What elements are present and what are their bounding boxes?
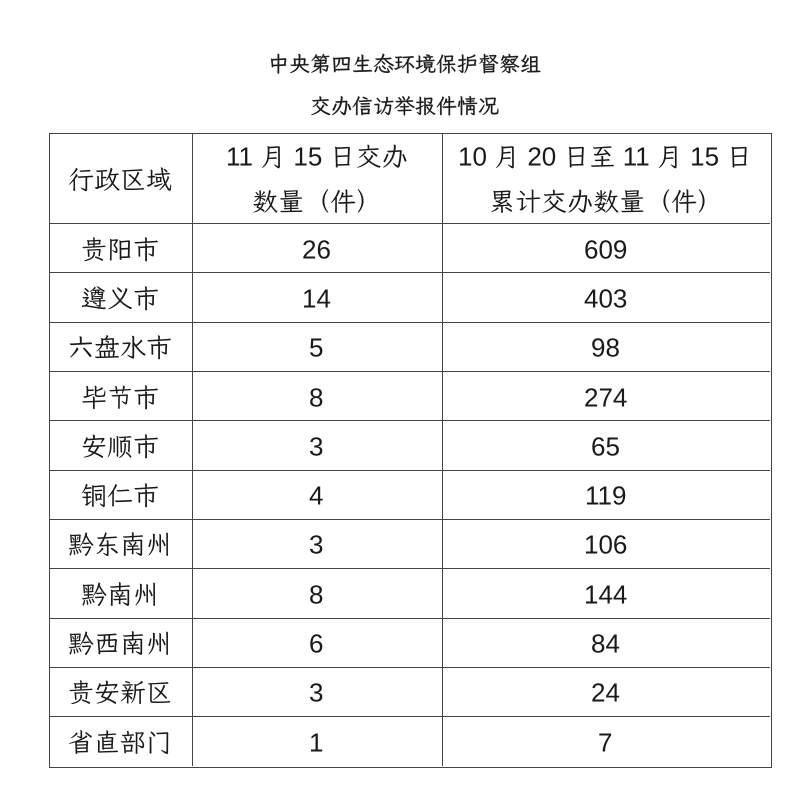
svg-text:106: 106 xyxy=(584,530,627,560)
svg-text:274: 274 xyxy=(584,382,627,412)
svg-text:84: 84 xyxy=(591,629,620,659)
svg-text:26: 26 xyxy=(302,234,331,264)
svg-text:5: 5 xyxy=(309,333,323,363)
svg-text:7: 7 xyxy=(598,727,612,757)
svg-text:65: 65 xyxy=(591,431,620,461)
svg-text:8: 8 xyxy=(309,579,323,609)
svg-text:11: 11 xyxy=(616,142,657,172)
svg-text:15: 15 xyxy=(286,142,329,172)
svg-text:609: 609 xyxy=(584,234,627,264)
svg-text:8: 8 xyxy=(309,382,323,412)
svg-text:10: 10 xyxy=(458,142,494,172)
svg-text:98: 98 xyxy=(591,333,620,363)
svg-text:14: 14 xyxy=(302,283,331,313)
svg-text:15: 15 xyxy=(683,142,726,172)
svg-text:20: 20 xyxy=(520,142,563,172)
svg-text:3: 3 xyxy=(309,530,323,560)
svg-text:119: 119 xyxy=(585,481,626,511)
svg-text:6: 6 xyxy=(309,629,323,659)
svg-text:4: 4 xyxy=(309,481,323,511)
svg-text:1: 1 xyxy=(309,727,323,757)
svg-text:403: 403 xyxy=(584,283,627,313)
svg-text:3: 3 xyxy=(309,431,323,461)
svg-text:144: 144 xyxy=(584,579,627,609)
svg-text:3: 3 xyxy=(309,678,323,708)
svg-text:11: 11 xyxy=(226,142,260,172)
svg-text:24: 24 xyxy=(591,678,620,708)
